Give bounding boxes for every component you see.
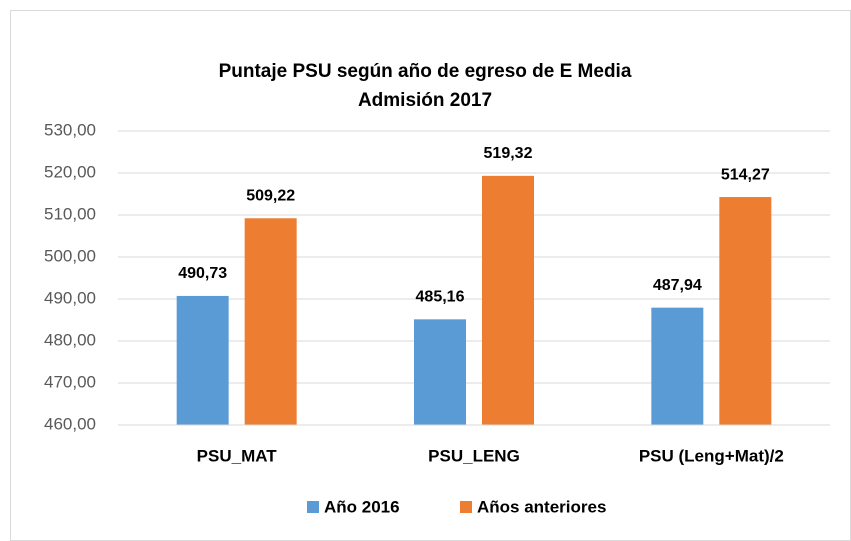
bar xyxy=(651,307,704,425)
y-tick-label: 500,00 xyxy=(44,246,96,265)
chart-subtitle: Admisión 2017 xyxy=(358,90,492,111)
y-tick-label: 520,00 xyxy=(44,162,96,181)
y-tick-label: 490,00 xyxy=(44,288,96,307)
legend-label: Año 2016 xyxy=(324,497,400,516)
bar xyxy=(414,319,466,425)
data-label: 490,73 xyxy=(178,265,227,282)
chart-frame xyxy=(10,10,851,541)
data-label: 487,94 xyxy=(653,277,702,294)
bar xyxy=(719,197,772,425)
x-tick-label: PSU_MAT xyxy=(197,446,278,465)
y-tick-label: 480,00 xyxy=(44,330,96,349)
bar xyxy=(482,175,534,425)
legend-label: Años anteriores xyxy=(477,497,606,516)
x-tick-label: PSU (Leng+Mat)/2 xyxy=(639,446,784,465)
y-tick-label: 460,00 xyxy=(44,414,96,433)
bar xyxy=(176,295,229,425)
data-label: 514,27 xyxy=(721,166,770,183)
legend-swatch xyxy=(460,501,472,513)
data-label: 509,22 xyxy=(246,187,295,204)
x-tick-label: PSU_LENG xyxy=(428,446,520,465)
bar xyxy=(244,218,297,425)
chart-title: Puntaje PSU según año de egreso de E Med… xyxy=(219,61,632,82)
y-tick-label: 510,00 xyxy=(44,204,96,223)
data-label: 485,16 xyxy=(416,289,465,306)
data-label: 519,32 xyxy=(484,145,533,162)
y-tick-label: 470,00 xyxy=(44,372,96,391)
y-tick-label: 530,00 xyxy=(44,120,96,139)
legend-swatch xyxy=(307,501,319,513)
